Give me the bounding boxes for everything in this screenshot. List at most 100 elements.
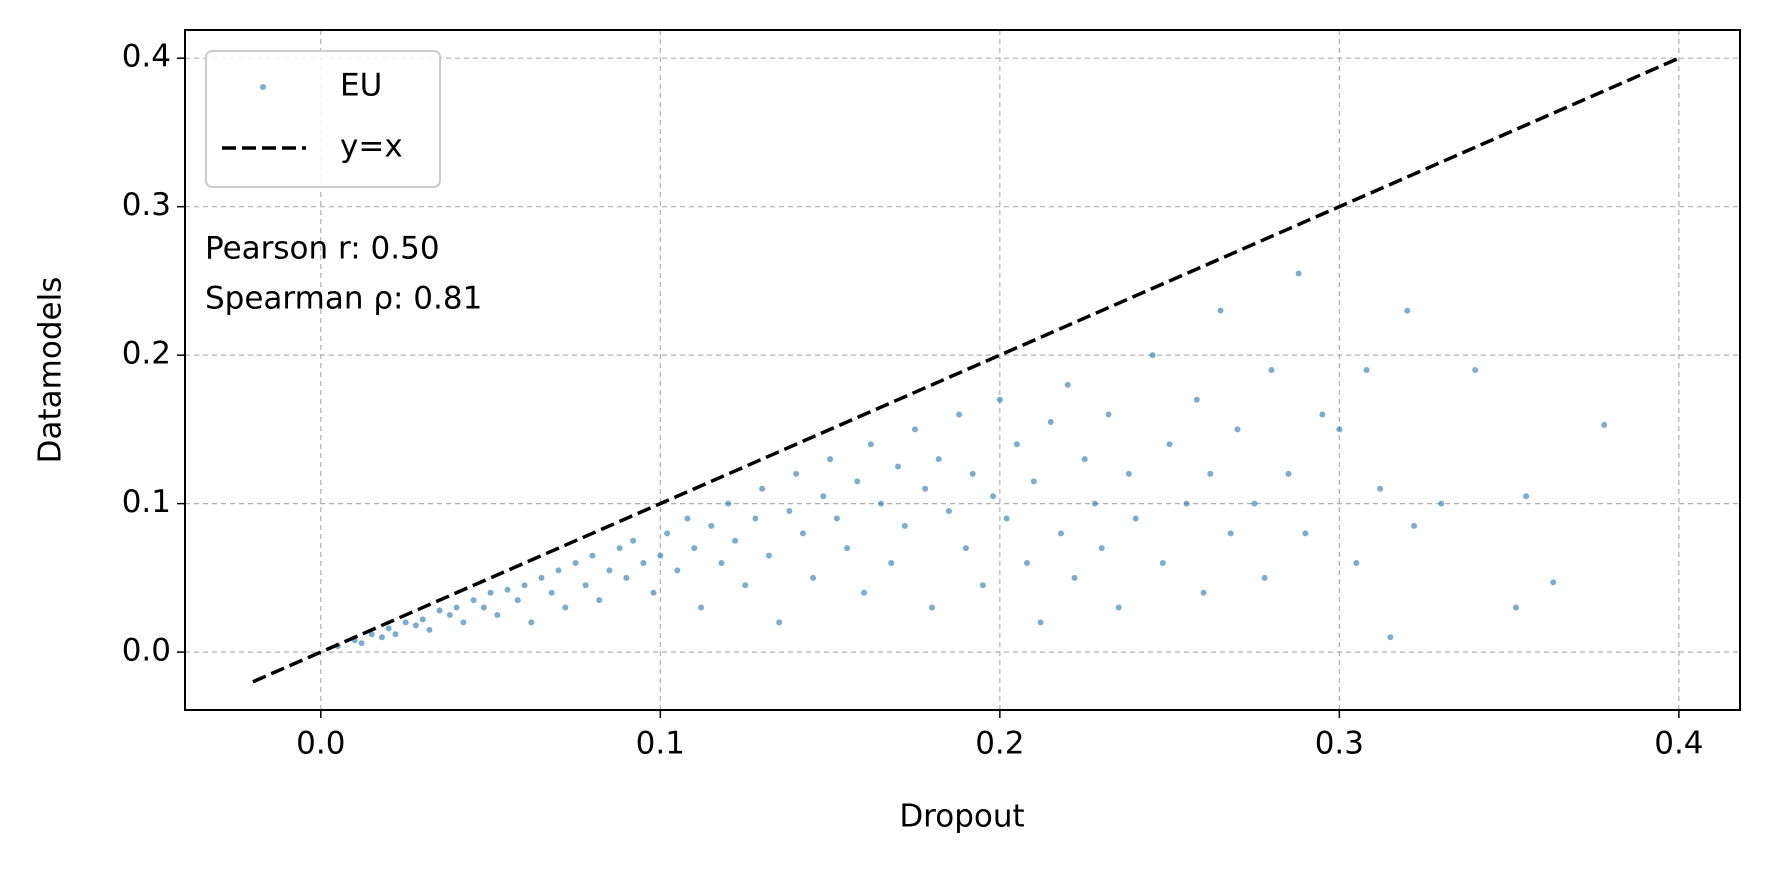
point — [1512, 604, 1519, 611]
point — [1081, 456, 1088, 463]
point — [691, 545, 698, 552]
legend-items — [222, 84, 306, 150]
point — [786, 508, 793, 515]
point — [664, 530, 671, 537]
point — [765, 552, 772, 559]
point — [1037, 619, 1044, 626]
point — [1030, 478, 1037, 485]
point — [487, 589, 494, 596]
x-axis-label: Dropout — [899, 799, 1024, 835]
point — [521, 582, 528, 589]
annotation: Pearson r: 0.50 — [205, 231, 440, 267]
point — [1234, 426, 1241, 433]
point — [996, 396, 1003, 403]
legend-label: y=x — [340, 129, 403, 165]
legend-marker — [260, 84, 266, 90]
point — [470, 597, 477, 604]
point — [1411, 522, 1418, 529]
point — [759, 485, 766, 492]
point — [1268, 367, 1275, 373]
legend-box — [205, 50, 441, 188]
point — [1024, 560, 1031, 567]
point — [640, 560, 647, 567]
point — [827, 456, 834, 463]
point — [1166, 441, 1173, 448]
point — [911, 426, 918, 433]
point — [368, 631, 375, 638]
point — [650, 589, 657, 596]
point — [453, 604, 460, 611]
y-tick-label: 0.0 — [122, 633, 171, 669]
point — [562, 604, 569, 611]
point — [1302, 530, 1309, 537]
point — [1098, 545, 1105, 552]
point — [888, 560, 895, 567]
point — [820, 493, 827, 500]
point — [596, 597, 603, 604]
point — [1125, 470, 1132, 477]
point — [928, 604, 935, 611]
point — [956, 411, 963, 418]
point — [1003, 515, 1010, 522]
point — [528, 619, 535, 626]
point — [962, 545, 969, 552]
point — [1207, 470, 1214, 477]
point — [412, 622, 419, 629]
point — [742, 582, 749, 589]
y-axis-label: Datamodels — [33, 277, 69, 464]
x-tick-label: 0.3 — [1315, 726, 1364, 762]
point — [1319, 411, 1326, 418]
point — [945, 508, 952, 515]
point — [582, 582, 589, 589]
point — [460, 619, 467, 626]
plot — [252, 56, 1680, 684]
y-tick-label: 0.2 — [122, 336, 171, 372]
point — [494, 611, 501, 618]
legend: EU y=x — [205, 50, 441, 188]
point — [514, 597, 521, 604]
point — [1601, 421, 1608, 428]
point — [616, 545, 623, 552]
point — [623, 574, 630, 581]
point — [446, 611, 453, 618]
point — [752, 515, 759, 522]
point — [402, 619, 409, 626]
point — [548, 589, 555, 596]
axes-frame — [184, 29, 1741, 711]
point — [810, 574, 817, 581]
point — [1149, 352, 1156, 359]
point — [1261, 574, 1268, 581]
point — [1217, 307, 1224, 314]
point — [657, 552, 664, 559]
point — [854, 478, 861, 485]
point — [922, 485, 929, 492]
annotation: Spearman ρ: 0.81 — [205, 281, 482, 317]
point — [1472, 367, 1479, 373]
point — [861, 589, 868, 596]
point — [674, 567, 681, 574]
point — [1404, 307, 1411, 314]
legend-label: EU — [340, 68, 382, 104]
labels: 0.0 0.1 0.2 0.3 0.4 0.0 0.1 0.2 0.3 0.4 — [122, 39, 1704, 762]
point — [1295, 270, 1302, 277]
x-tick-label: 0.0 — [296, 726, 345, 762]
point — [878, 500, 885, 507]
point — [1064, 381, 1071, 388]
point — [1336, 426, 1343, 433]
point — [793, 470, 800, 477]
point — [894, 463, 901, 470]
point — [725, 500, 732, 507]
point — [1183, 500, 1190, 507]
point — [1200, 589, 1207, 596]
point — [480, 604, 487, 611]
point — [732, 537, 739, 544]
point — [1193, 396, 1200, 403]
point — [708, 522, 715, 529]
point — [698, 604, 705, 611]
point — [799, 530, 806, 537]
point — [572, 560, 579, 567]
point — [1159, 560, 1166, 567]
point — [1013, 441, 1020, 448]
point — [776, 619, 783, 626]
